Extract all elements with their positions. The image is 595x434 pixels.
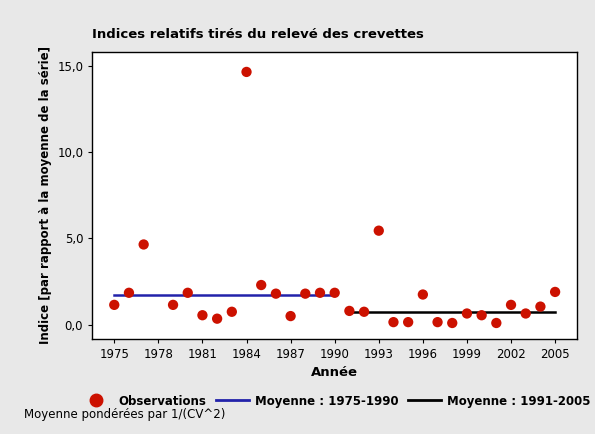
Point	[168, 301, 178, 308]
Point	[271, 290, 281, 297]
Point	[315, 289, 325, 296]
Point	[521, 310, 531, 317]
Point	[403, 319, 413, 326]
Point	[536, 303, 545, 310]
Point	[109, 301, 119, 308]
Point	[242, 69, 251, 76]
Point	[389, 319, 398, 326]
Legend: Observations, Moyenne : 1975-1990, Moyenne : 1991-2005: Observations, Moyenne : 1975-1990, Moyen…	[79, 395, 590, 408]
Point	[198, 312, 207, 319]
Point	[550, 289, 560, 296]
Text: Moyenne pondérées par 1/(CV^2): Moyenne pondérées par 1/(CV^2)	[24, 408, 225, 421]
Point	[345, 307, 354, 314]
Point	[256, 282, 266, 289]
Point	[286, 312, 295, 319]
Point	[212, 315, 222, 322]
Point	[359, 308, 369, 315]
Point	[300, 290, 310, 297]
Point	[433, 319, 442, 326]
Point	[227, 308, 237, 315]
Point	[462, 310, 472, 317]
Y-axis label: Indice [par rapport à la moyenne de la série]: Indice [par rapport à la moyenne de la s…	[39, 46, 52, 344]
X-axis label: Année: Année	[311, 366, 358, 379]
Point	[477, 312, 486, 319]
Point	[139, 241, 148, 248]
Point	[418, 291, 428, 298]
Point	[124, 289, 134, 296]
Point	[506, 301, 516, 308]
Point	[183, 289, 193, 296]
Point	[330, 289, 339, 296]
Point	[447, 319, 457, 326]
Point	[374, 227, 384, 234]
Point	[491, 319, 501, 326]
Text: Indices relatifs tirés du relevé des crevettes: Indices relatifs tirés du relevé des cre…	[92, 28, 424, 41]
